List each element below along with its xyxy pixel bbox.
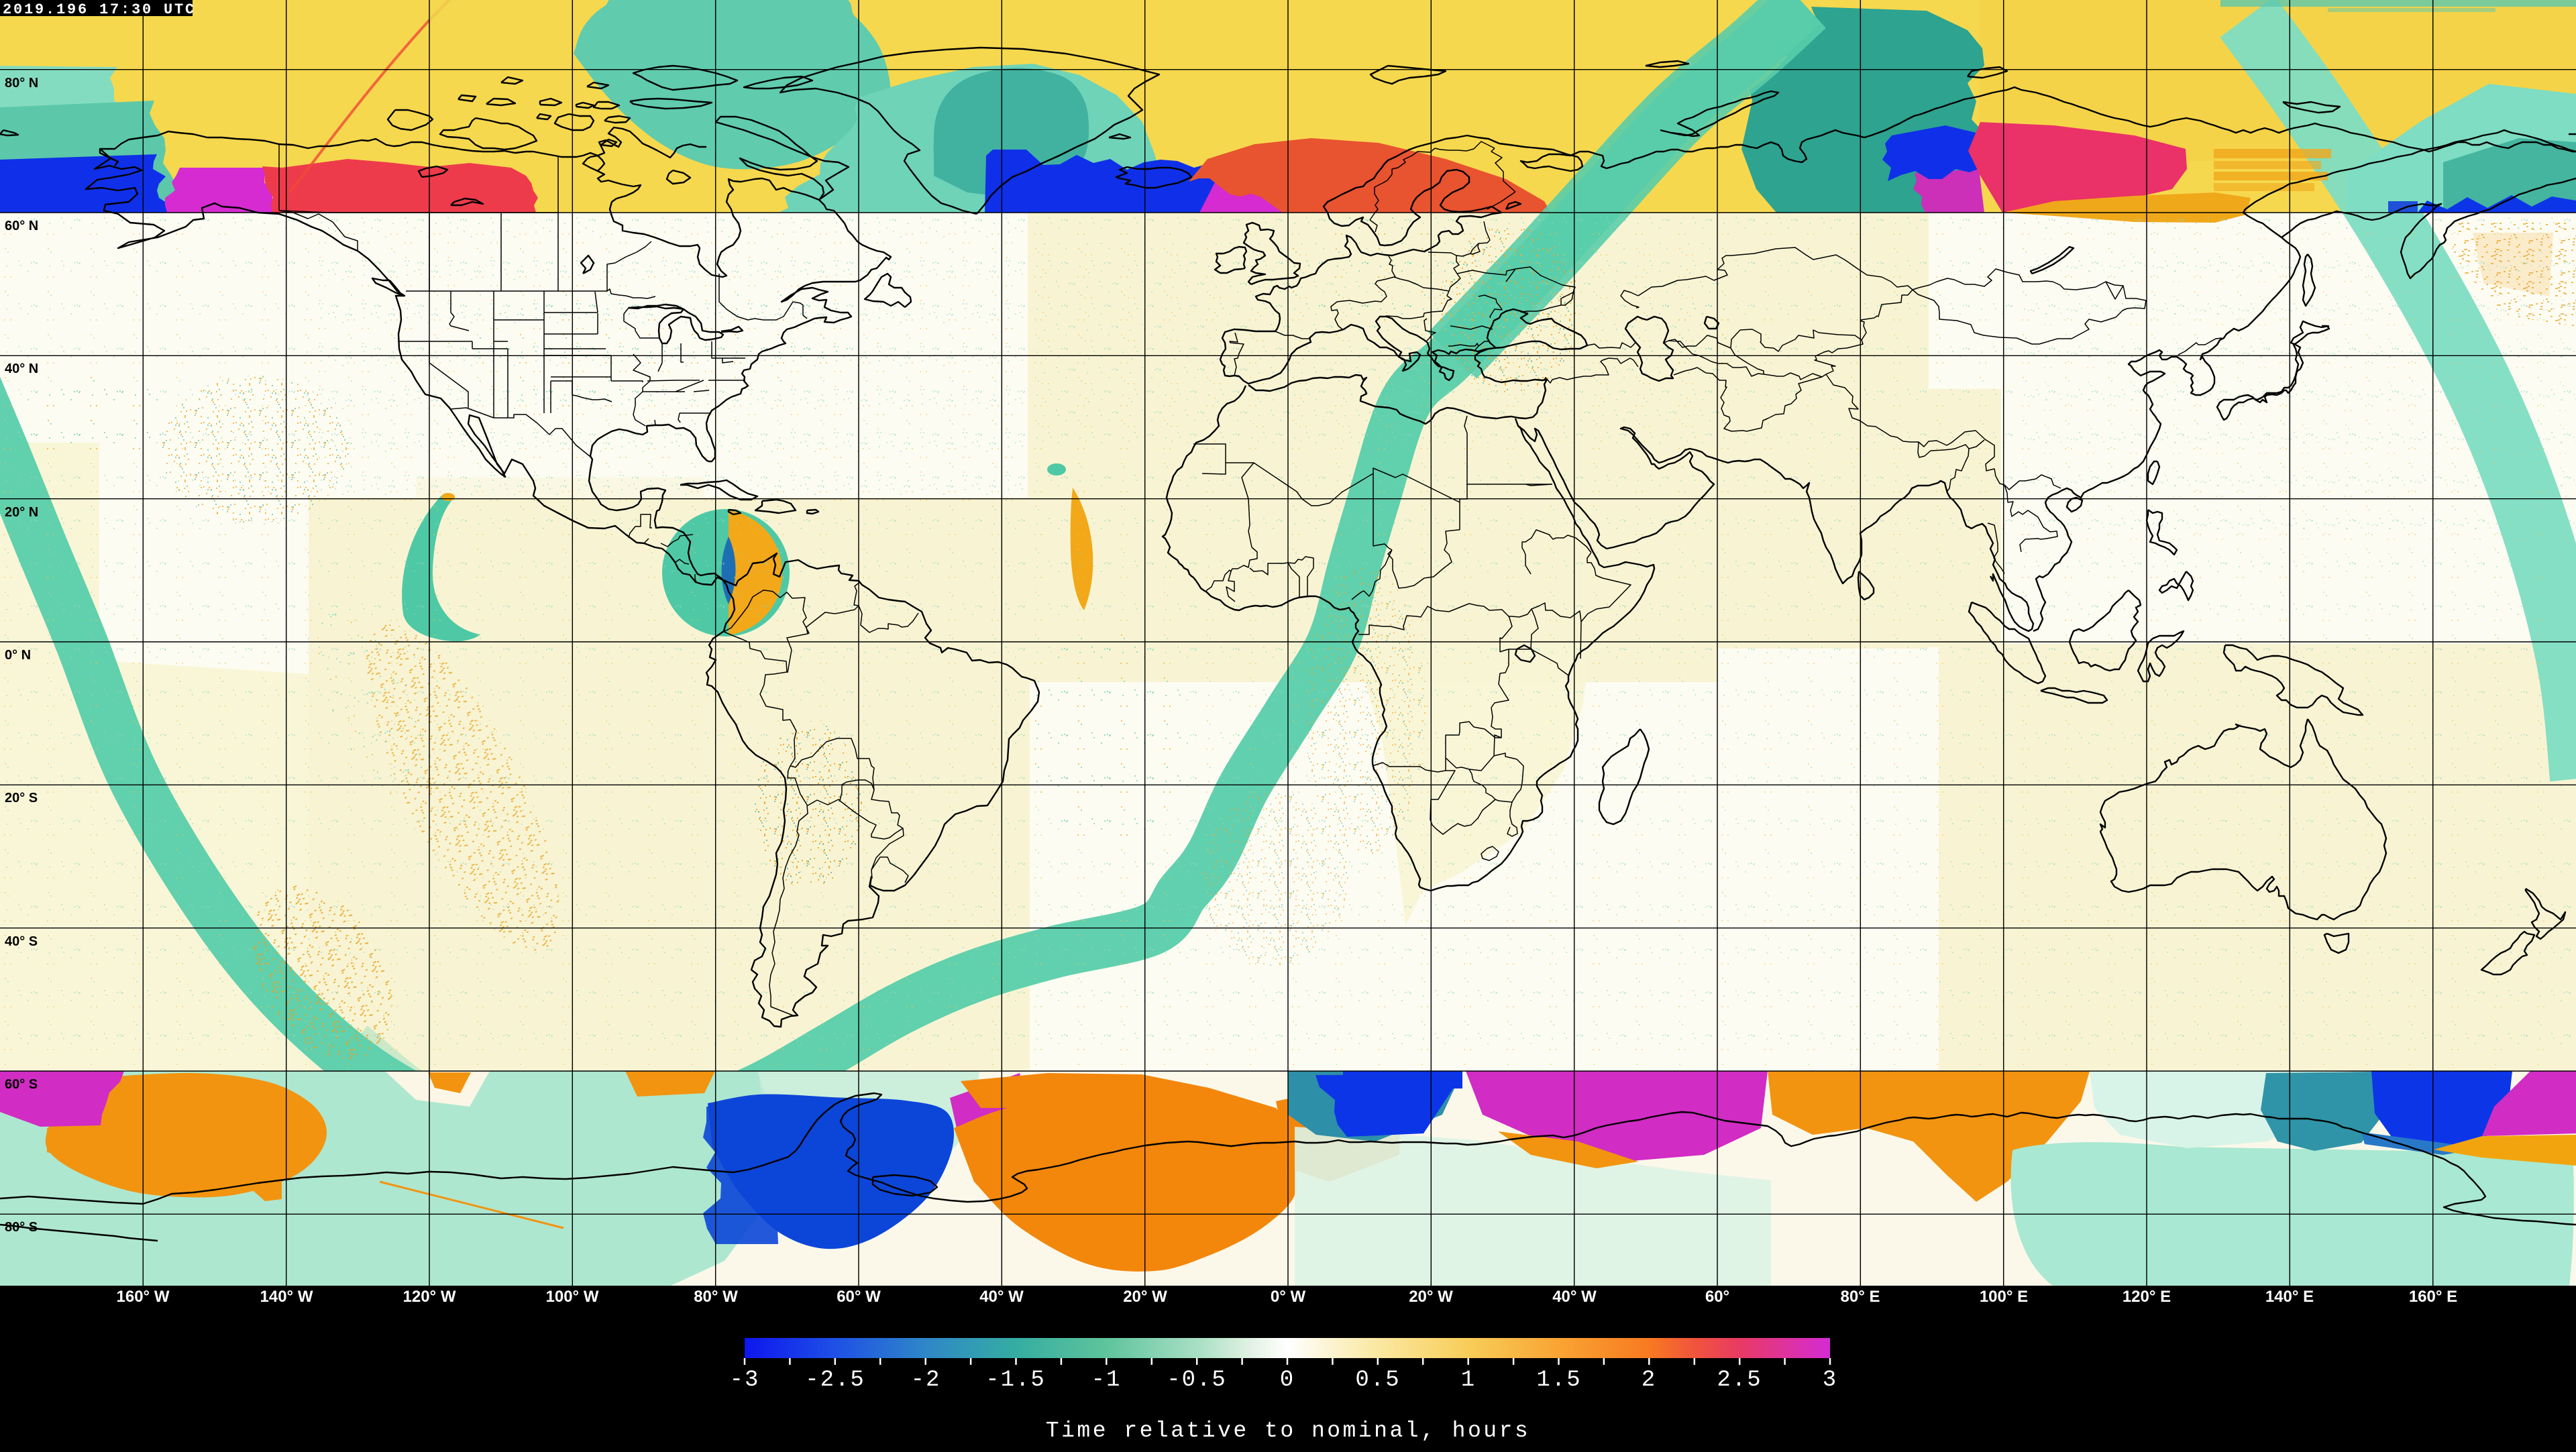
svg-text:-2: -2: [911, 1367, 941, 1393]
svg-text:40° W: 40° W: [1552, 1288, 1597, 1306]
svg-text:60° S: 60° S: [5, 1077, 38, 1092]
svg-text:-3: -3: [730, 1367, 760, 1393]
svg-text:-2.5: -2.5: [805, 1367, 865, 1393]
svg-text:100° W: 100° W: [546, 1288, 599, 1306]
svg-text:80° N: 80° N: [5, 76, 38, 91]
svg-text:160° W: 160° W: [117, 1288, 170, 1306]
svg-text:1.5: 1.5: [1536, 1367, 1581, 1393]
svg-text:60° W: 60° W: [837, 1288, 881, 1306]
svg-text:60° N: 60° N: [5, 219, 38, 233]
svg-text:140° W: 140° W: [260, 1288, 313, 1306]
svg-text:0.5: 0.5: [1355, 1367, 1400, 1393]
svg-text:40° W: 40° W: [979, 1288, 1024, 1306]
svg-text:60°: 60°: [1705, 1288, 1729, 1306]
svg-text:2: 2: [1642, 1367, 1656, 1393]
svg-text:0° W: 0° W: [1271, 1288, 1306, 1306]
svg-text:160° E: 160° E: [2409, 1288, 2457, 1306]
svg-text:20° W: 20° W: [1123, 1288, 1167, 1306]
svg-text:120° W: 120° W: [403, 1288, 456, 1306]
svg-text:-0.5: -0.5: [1167, 1367, 1227, 1393]
svg-text:-1: -1: [1091, 1367, 1122, 1393]
svg-text:20° W: 20° W: [1409, 1288, 1453, 1306]
svg-text:1: 1: [1461, 1367, 1476, 1393]
svg-text:100° E: 100° E: [1980, 1288, 2028, 1306]
svg-text:80° S: 80° S: [5, 1220, 38, 1235]
svg-text:140° E: 140° E: [2265, 1288, 2314, 1306]
svg-text:3: 3: [1823, 1367, 1837, 1393]
svg-text:80° W: 80° W: [694, 1288, 738, 1306]
svg-text:2019.196 17:30 UTC: 2019.196 17:30 UTC: [3, 1, 196, 18]
svg-text:40° N: 40° N: [5, 361, 38, 376]
svg-text:2.5: 2.5: [1717, 1367, 1762, 1393]
svg-text:80° E: 80° E: [1841, 1288, 1880, 1306]
svg-text:Time relative to nominal, hour: Time relative to nominal, hours: [1046, 1418, 1530, 1443]
svg-text:20° N: 20° N: [5, 505, 38, 520]
svg-text:0° N: 0° N: [5, 648, 31, 663]
svg-text:20° S: 20° S: [5, 791, 38, 805]
svg-text:-1.5: -1.5: [985, 1367, 1046, 1393]
svg-text:0: 0: [1280, 1367, 1295, 1393]
svg-text:120° E: 120° E: [2123, 1288, 2171, 1306]
svg-text:40° S: 40° S: [5, 934, 38, 949]
